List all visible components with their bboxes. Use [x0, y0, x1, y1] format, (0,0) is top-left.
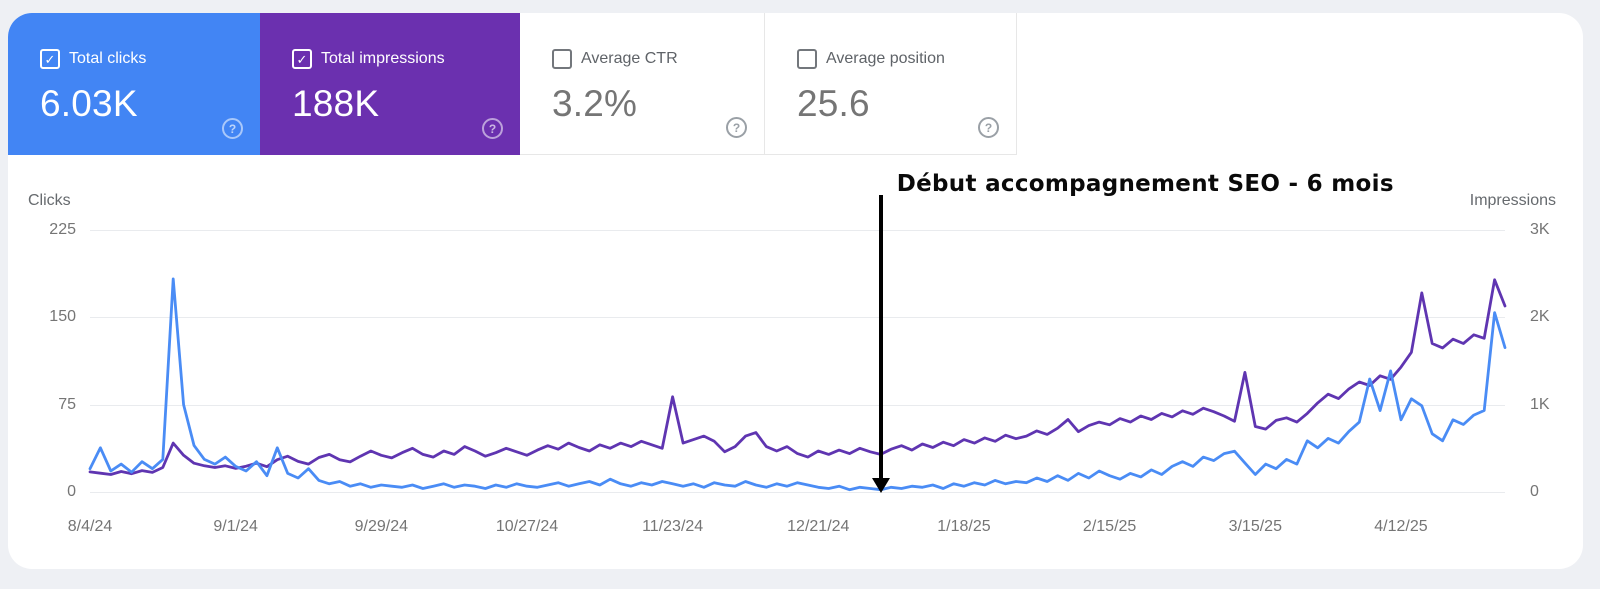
- annotation-arrow-line: [878, 195, 883, 478]
- card-average-position[interactable]: Average position 25.6 ?: [765, 13, 1017, 155]
- x-axis-tick: 8/4/24: [67, 518, 113, 535]
- right-axis-tick: 0: [1530, 483, 1539, 500]
- metric-cards: ✓ Total clicks 6.03K ? ✓ Total impressio…: [8, 13, 1017, 155]
- card-label: Average position: [826, 50, 945, 67]
- performance-panel: ✓ Total clicks 6.03K ? ✓ Total impressio…: [8, 13, 1583, 569]
- left-axis-tick: 225: [49, 221, 76, 238]
- left-axis-tick: 0: [67, 483, 76, 500]
- card-value: 3.2%: [552, 83, 638, 124]
- x-axis-tick: 3/15/25: [1228, 518, 1282, 535]
- card-label: Total clicks: [69, 50, 147, 67]
- card-value: 25.6: [797, 83, 870, 124]
- right-axis-tick: 1K: [1530, 395, 1550, 413]
- card-value: 6.03K: [40, 83, 138, 124]
- x-axis-tick: 9/29/24: [354, 518, 408, 535]
- gridline: [90, 230, 1505, 231]
- help-icon[interactable]: ?: [726, 117, 747, 138]
- checkbox-checked-icon[interactable]: ✓: [40, 49, 60, 69]
- help-icon[interactable]: ?: [482, 118, 503, 139]
- x-axis-tick: 4/12/25: [1374, 518, 1428, 535]
- left-axis-tick: 150: [49, 308, 76, 326]
- card-label: Average CTR: [581, 50, 678, 67]
- right-axis-tick: 3K: [1530, 221, 1550, 238]
- checkbox-unchecked-icon[interactable]: [552, 49, 572, 69]
- checkbox-checked-icon[interactable]: ✓: [292, 49, 312, 69]
- annotation-text: Début accompagnement SEO - 6 mois: [896, 171, 1394, 197]
- card-value: 188K: [292, 83, 380, 124]
- checkbox-unchecked-icon[interactable]: [797, 49, 817, 69]
- x-axis-tick: 12/21/24: [787, 518, 850, 535]
- x-axis-tick: 2/15/25: [1082, 518, 1137, 535]
- x-axis-tick: 1/18/25: [937, 518, 991, 535]
- card-label: Total impressions: [321, 50, 445, 67]
- x-axis-tick: 9/1/24: [213, 518, 258, 535]
- x-axis-tick: 10/27/24: [495, 518, 559, 535]
- card-total-clicks[interactable]: ✓ Total clicks 6.03K ?: [8, 13, 260, 155]
- annotation-arrow-head-icon: [871, 478, 890, 493]
- gridline: [90, 404, 1505, 406]
- x-axis-tick: 11/23/24: [642, 518, 704, 535]
- gridline: [90, 492, 1505, 493]
- right-axis-title: Impressions: [1469, 192, 1556, 209]
- help-icon[interactable]: ?: [978, 117, 999, 138]
- left-axis-title: Clicks: [28, 192, 71, 209]
- card-total-impressions[interactable]: ✓ Total impressions 188K ?: [260, 13, 520, 155]
- left-axis-tick: 75: [58, 395, 76, 413]
- gridline: [90, 317, 1505, 319]
- right-axis-tick: 2K: [1530, 308, 1550, 326]
- card-average-ctr[interactable]: Average CTR 3.2% ?: [520, 13, 765, 155]
- help-icon[interactable]: ?: [222, 118, 243, 139]
